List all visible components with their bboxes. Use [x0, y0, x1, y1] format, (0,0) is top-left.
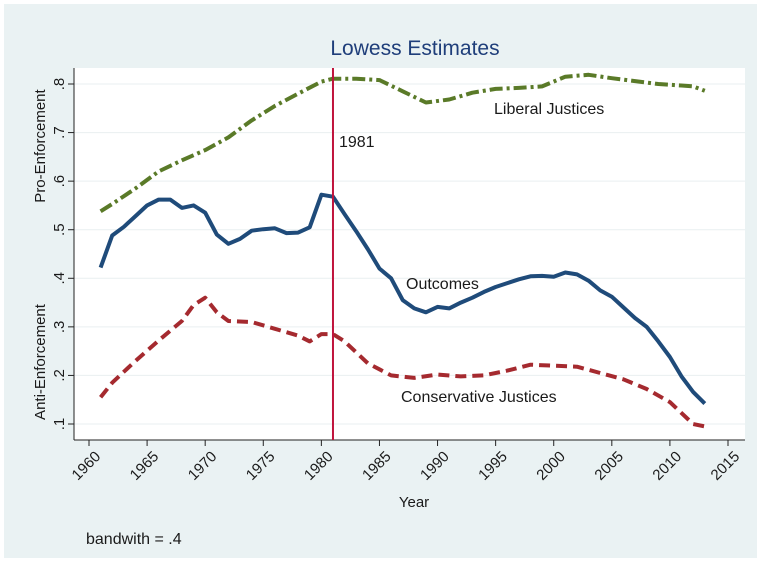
- y-axis-title-top: Pro-Enforcement: [32, 88, 49, 202]
- y-tick-label: .3: [51, 321, 68, 334]
- y-tick-label: .8: [51, 78, 68, 91]
- series-label-conservative-justices: Conservative Justices: [401, 389, 557, 406]
- x-tick-label: 1990: [417, 448, 453, 484]
- x-tick-label: 2015: [708, 448, 744, 484]
- series-label-outcomes: Outcomes: [406, 276, 479, 293]
- series-line-conservative-justices: [99, 295, 706, 429]
- y-tick-label: .1: [51, 418, 68, 431]
- y-tick-label: .7: [51, 126, 68, 139]
- y-tick-label: .5: [51, 223, 68, 236]
- series-line-liberal-justices: [99, 72, 706, 213]
- y-tick-label: .6: [51, 175, 68, 188]
- x-tick-label: 1970: [185, 448, 221, 484]
- x-tick-label: 2005: [591, 448, 627, 484]
- x-tick-label: 1960: [69, 448, 105, 484]
- x-axis-title: Year: [399, 494, 429, 511]
- plot-area: [74, 68, 745, 440]
- series-label-liberal-justices: Liberal Justices: [494, 101, 604, 118]
- y-tick-label: .4: [51, 272, 68, 285]
- x-tick-label: 2010: [649, 448, 685, 484]
- y-tick-label: .2: [51, 369, 68, 382]
- series-labels: Liberal Justices Outcomes Conservative Jus…: [401, 101, 604, 406]
- reference-line: 1981: [331, 68, 375, 440]
- bandwidth-note: bandwith = .4: [86, 531, 182, 548]
- x-tick-label: 1975: [243, 448, 279, 484]
- x-tick-label: 1980: [301, 448, 337, 484]
- y-axis-title-bottom: Anti-Enforcement: [32, 303, 49, 420]
- x-axis: 1960 1965 1970 1975 1980 1985 1990 1995 2000 2005…: [69, 439, 745, 484]
- y-axis: .1 .2 .3 .4 .5 .6 .7 .8: [51, 68, 75, 440]
- x-tick-label: 1985: [359, 448, 395, 484]
- x-tick-label: 1965: [127, 448, 163, 484]
- series-line-outcomes: [98, 192, 707, 406]
- x-tick-label: 2000: [533, 448, 569, 484]
- x-tick-label: 1995: [475, 448, 511, 484]
- series-lines: [98, 72, 707, 429]
- chart-title: Lowess Estimates: [330, 37, 499, 60]
- vline-label: 1981: [339, 134, 375, 151]
